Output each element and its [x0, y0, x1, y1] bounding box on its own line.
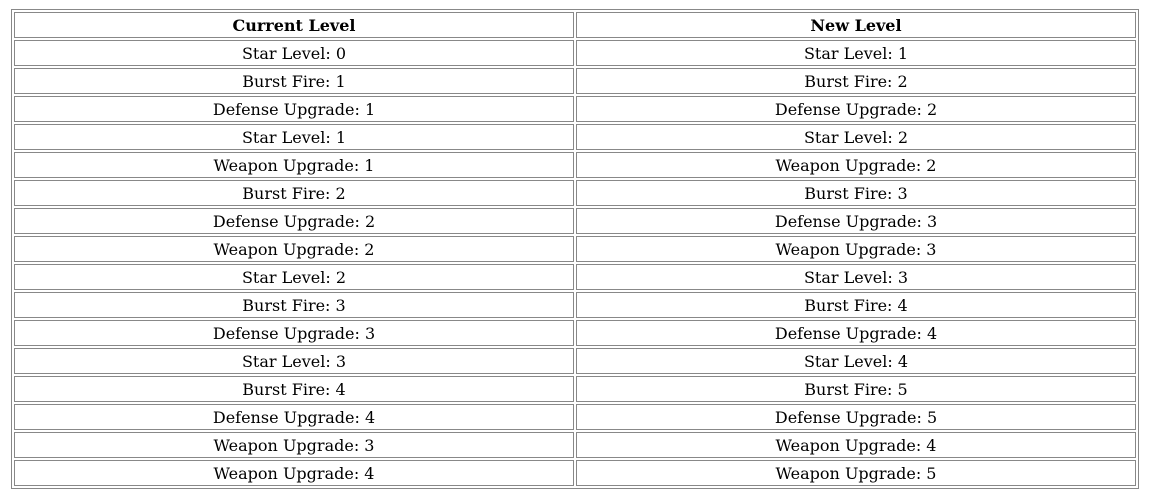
current-level-cell: Defense Upgrade: 4 — [14, 404, 574, 430]
new-level-cell: Star Level: 3 — [576, 264, 1136, 290]
new-level-cell: Star Level: 1 — [576, 40, 1136, 66]
new-level-cell: Defense Upgrade: 5 — [576, 404, 1136, 430]
new-level-cell: Burst Fire: 2 — [576, 68, 1136, 94]
table-row: Weapon Upgrade: 4 Weapon Upgrade: 5 — [14, 460, 1136, 486]
table-row: Star Level: 2 Star Level: 3 — [14, 264, 1136, 290]
table-row: Defense Upgrade: 3 Defense Upgrade: 4 — [14, 320, 1136, 346]
header-new-level: New Level — [576, 12, 1136, 38]
new-level-cell: Defense Upgrade: 2 — [576, 96, 1136, 122]
table-row: Burst Fire: 3 Burst Fire: 4 — [14, 292, 1136, 318]
current-level-cell: Burst Fire: 4 — [14, 376, 574, 402]
new-level-cell: Defense Upgrade: 4 — [576, 320, 1136, 346]
table-row: Burst Fire: 2 Burst Fire: 3 — [14, 180, 1136, 206]
header-current-level: Current Level — [14, 12, 574, 38]
table-row: Defense Upgrade: 2 Defense Upgrade: 3 — [14, 208, 1136, 234]
table-row: Defense Upgrade: 4 Defense Upgrade: 5 — [14, 404, 1136, 430]
new-level-cell: Burst Fire: 4 — [576, 292, 1136, 318]
current-level-cell: Defense Upgrade: 2 — [14, 208, 574, 234]
level-upgrade-table: Current Level New Level Star Level: 0 Sta… — [11, 9, 1139, 489]
table-row: Star Level: 0 Star Level: 1 — [14, 40, 1136, 66]
current-level-cell: Star Level: 0 — [14, 40, 574, 66]
current-level-cell: Weapon Upgrade: 1 — [14, 152, 574, 178]
current-level-cell: Burst Fire: 1 — [14, 68, 574, 94]
new-level-cell: Weapon Upgrade: 2 — [576, 152, 1136, 178]
new-level-cell: Star Level: 4 — [576, 348, 1136, 374]
header-row: Current Level New Level — [14, 12, 1136, 38]
table-row: Star Level: 3 Star Level: 4 — [14, 348, 1136, 374]
table-row: Weapon Upgrade: 2 Weapon Upgrade: 3 — [14, 236, 1136, 262]
table-row: Star Level: 1 Star Level: 2 — [14, 124, 1136, 150]
new-level-cell: Weapon Upgrade: 5 — [576, 460, 1136, 486]
table-row: Defense Upgrade: 1 Defense Upgrade: 2 — [14, 96, 1136, 122]
current-level-cell: Defense Upgrade: 1 — [14, 96, 574, 122]
current-level-cell: Weapon Upgrade: 2 — [14, 236, 574, 262]
new-level-cell: Burst Fire: 5 — [576, 376, 1136, 402]
current-level-cell: Weapon Upgrade: 3 — [14, 432, 574, 458]
new-level-cell: Weapon Upgrade: 4 — [576, 432, 1136, 458]
current-level-cell: Burst Fire: 2 — [14, 180, 574, 206]
current-level-cell: Star Level: 1 — [14, 124, 574, 150]
table-row: Burst Fire: 4 Burst Fire: 5 — [14, 376, 1136, 402]
new-level-cell: Burst Fire: 3 — [576, 180, 1136, 206]
current-level-cell: Star Level: 2 — [14, 264, 574, 290]
current-level-cell: Weapon Upgrade: 4 — [14, 460, 574, 486]
new-level-cell: Defense Upgrade: 3 — [576, 208, 1136, 234]
new-level-cell: Star Level: 2 — [576, 124, 1136, 150]
table-row: Burst Fire: 1 Burst Fire: 2 — [14, 68, 1136, 94]
current-level-cell: Defense Upgrade: 3 — [14, 320, 574, 346]
new-level-cell: Weapon Upgrade: 3 — [576, 236, 1136, 262]
current-level-cell: Burst Fire: 3 — [14, 292, 574, 318]
table-row: Weapon Upgrade: 1 Weapon Upgrade: 2 — [14, 152, 1136, 178]
current-level-cell: Star Level: 3 — [14, 348, 574, 374]
table-row: Weapon Upgrade: 3 Weapon Upgrade: 4 — [14, 432, 1136, 458]
